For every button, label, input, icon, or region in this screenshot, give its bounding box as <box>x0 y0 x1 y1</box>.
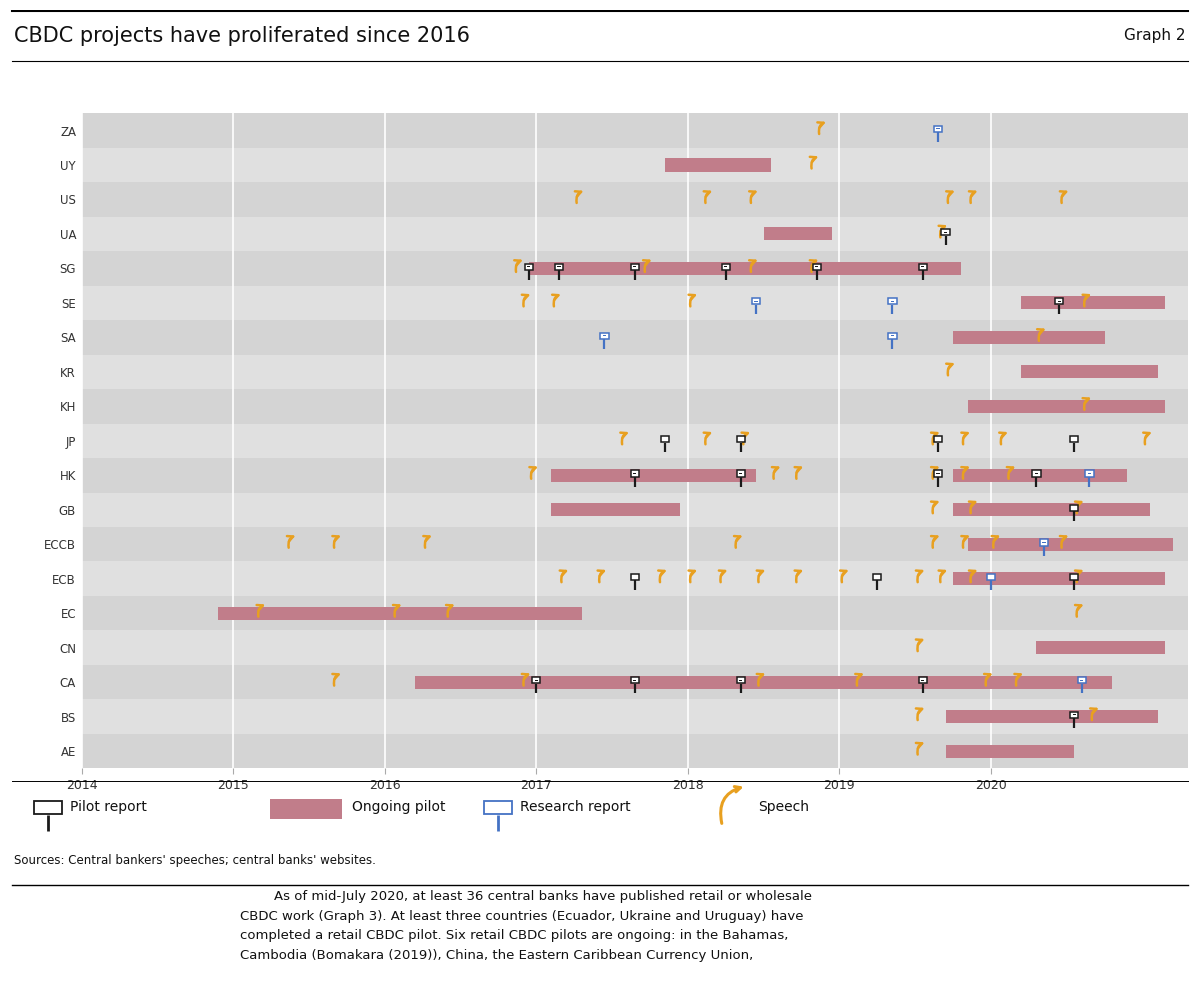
Bar <box>934 471 942 477</box>
Bar <box>737 436 745 442</box>
Bar <box>631 471 638 477</box>
Bar <box>1078 678 1086 684</box>
Bar <box>763 228 832 240</box>
FancyBboxPatch shape <box>484 801 512 814</box>
Bar <box>631 574 638 580</box>
Text: Speech: Speech <box>758 801 809 815</box>
Bar <box>934 126 942 132</box>
Bar <box>82 113 1188 148</box>
Text: Pilot report: Pilot report <box>70 801 146 815</box>
Bar <box>812 264 821 270</box>
Bar <box>82 734 1188 768</box>
Bar <box>953 503 1150 516</box>
Bar <box>600 333 608 339</box>
Bar <box>524 264 533 270</box>
Bar <box>415 676 1112 689</box>
Text: Graph 2: Graph 2 <box>1124 29 1186 43</box>
Bar <box>934 436 942 442</box>
Bar <box>82 389 1188 424</box>
Bar <box>946 745 1074 757</box>
Bar <box>1032 471 1040 477</box>
Bar <box>82 596 1188 630</box>
Bar <box>1070 436 1079 442</box>
Bar <box>82 630 1188 665</box>
Bar <box>82 699 1188 734</box>
Bar <box>82 251 1188 286</box>
Bar <box>552 469 756 482</box>
Bar <box>1021 296 1165 309</box>
Bar <box>82 217 1188 251</box>
Bar <box>270 799 342 820</box>
Bar <box>631 678 638 684</box>
Bar <box>529 262 961 275</box>
Bar <box>82 424 1188 458</box>
FancyBboxPatch shape <box>34 801 62 814</box>
Bar <box>665 159 772 171</box>
Bar <box>554 264 563 270</box>
Text: Sources: Central bankers' speeches; central banks' websites.: Sources: Central bankers' speeches; cent… <box>14 854 377 867</box>
Bar <box>82 561 1188 596</box>
Bar <box>82 492 1188 527</box>
Bar <box>888 333 896 339</box>
Bar <box>82 148 1188 182</box>
Bar <box>1070 505 1079 511</box>
Bar <box>552 503 680 516</box>
Bar <box>888 298 896 304</box>
Bar <box>1055 298 1063 304</box>
Bar <box>752 298 761 304</box>
Bar <box>953 572 1165 585</box>
Bar <box>661 436 670 442</box>
Bar <box>1037 641 1165 654</box>
Bar <box>218 607 582 620</box>
Text: Research report: Research report <box>520 801 630 815</box>
Bar <box>1040 540 1048 546</box>
Bar <box>82 665 1188 699</box>
Bar <box>82 286 1188 320</box>
Bar <box>918 678 926 684</box>
Bar <box>532 678 540 684</box>
Bar <box>1021 365 1158 378</box>
Bar <box>968 538 1172 551</box>
Bar <box>1070 712 1079 718</box>
Bar <box>82 355 1188 389</box>
Bar <box>82 320 1188 355</box>
Bar <box>82 182 1188 217</box>
Bar <box>631 264 638 270</box>
Bar <box>721 264 730 270</box>
Bar <box>968 400 1165 413</box>
Bar <box>874 574 882 580</box>
Text: Ongoing pilot: Ongoing pilot <box>352 801 445 815</box>
Text: CBDC projects have proliferated since 2016: CBDC projects have proliferated since 20… <box>14 26 470 46</box>
Bar <box>1070 574 1079 580</box>
Bar <box>82 458 1188 492</box>
Text: As of mid-July 2020, at least 36 central banks have published retail or wholesal: As of mid-July 2020, at least 36 central… <box>240 890 812 962</box>
Bar <box>1085 471 1093 477</box>
Bar <box>82 527 1188 561</box>
Bar <box>918 264 926 270</box>
Bar <box>737 678 745 684</box>
Bar <box>953 331 1105 344</box>
Bar <box>946 710 1158 723</box>
Bar <box>953 469 1127 482</box>
Bar <box>986 574 995 580</box>
Bar <box>941 230 949 235</box>
Bar <box>737 471 745 477</box>
